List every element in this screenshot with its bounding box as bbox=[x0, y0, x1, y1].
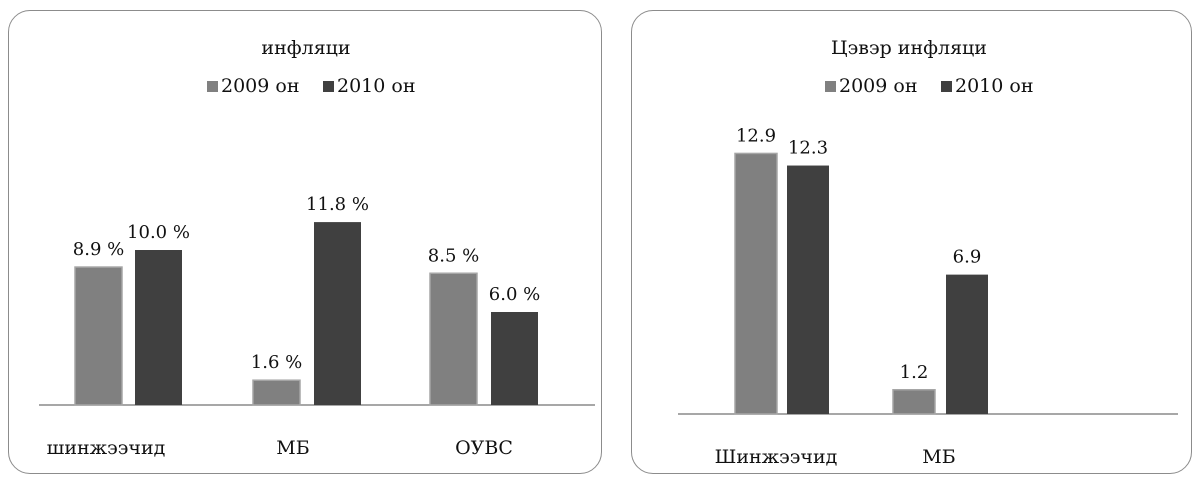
chart-inflation: инфляци 2009 он 2010 он 8.9 % 1.6 % 8.5 % 1… bbox=[39, 37, 595, 459]
data-label-2010-1: 11.8 % bbox=[306, 194, 369, 215]
x-tick-label-2: ОУВС bbox=[455, 437, 513, 459]
bar-2010-2 bbox=[491, 312, 538, 405]
bar-2009-1 bbox=[252, 379, 301, 406]
chart-title: Цэвэр инфляци bbox=[831, 37, 987, 59]
data-label-2009-1: 1.2 bbox=[900, 362, 929, 383]
data-label-2009-0: 12.9 bbox=[736, 125, 776, 146]
chart-core-inflation: Цэвэр инфляци 2009 он 2010 он 12.91.212.… bbox=[678, 37, 1178, 468]
chart-title: инфляци bbox=[261, 37, 350, 59]
x-tick-label-0: шинжээчид bbox=[47, 437, 166, 459]
legend-label-2010: 2010 он bbox=[337, 75, 416, 97]
x-tick-label-0: Шинжээчид bbox=[715, 446, 838, 468]
data-label-2010-0: 10.0 % bbox=[127, 222, 190, 243]
legend-label-2009: 2009 он bbox=[221, 75, 300, 97]
bar-2010-0 bbox=[787, 165, 829, 414]
data-label-2009-0: 8.9 % bbox=[73, 239, 124, 260]
chart-panel-core-inflation: Цэвэр инфляци 2009 он 2010 он 12.9 1.2 12.… bbox=[631, 10, 1192, 474]
legend: 2009 он 2010 он bbox=[825, 75, 1034, 97]
x-tick-label-1: МБ bbox=[276, 437, 309, 459]
legend-swatch-2009 bbox=[207, 81, 218, 92]
bars-group: 12.9 1.2 12.3 6.9 bbox=[734, 125, 988, 415]
legend-swatch-2010 bbox=[941, 81, 952, 92]
chart-panel-inflation: инфляци 2009 он 2010 он 8.9 % 1.6 % 8.5 % 1… bbox=[8, 10, 602, 474]
data-label-2010-1: 6.9 bbox=[953, 247, 982, 268]
bar-2010-1 bbox=[946, 274, 988, 414]
bars-group: 8.9 % 1.6 % 8.5 % 10.0 % 11.8 % 6.0 % bbox=[73, 194, 540, 406]
x-tick-label-1: МБ bbox=[922, 446, 955, 468]
data-label-2009-1: 1.6 % bbox=[251, 352, 302, 373]
legend-swatch-2010 bbox=[323, 81, 334, 92]
bar-2009-0 bbox=[734, 152, 778, 415]
bar-2009-1 bbox=[892, 389, 936, 415]
bar-2009-0 bbox=[74, 266, 123, 406]
data-label-2010-2: 6.0 % bbox=[489, 284, 540, 305]
data-label-2010-0: 12.3 bbox=[788, 138, 828, 159]
bar-2010-0 bbox=[135, 250, 182, 405]
legend-label-2010: 2010 он bbox=[955, 75, 1034, 97]
legend: 2009 он 2010 он bbox=[207, 75, 416, 97]
data-label-2009-2: 8.5 % bbox=[428, 245, 479, 266]
bar-2009-2 bbox=[429, 272, 478, 406]
bar-2010-1 bbox=[314, 222, 361, 405]
legend-swatch-2009 bbox=[825, 81, 836, 92]
legend-label-2009: 2009 он bbox=[839, 75, 918, 97]
